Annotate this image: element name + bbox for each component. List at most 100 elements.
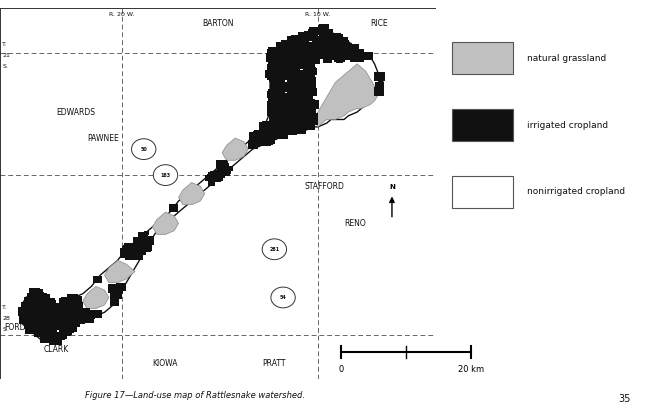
Bar	[291, 106, 300, 114]
Bar	[94, 276, 102, 283]
Bar	[26, 298, 34, 304]
Text: RENO: RENO	[344, 219, 366, 228]
Bar	[32, 297, 39, 302]
Bar	[281, 63, 291, 71]
Bar	[452, 109, 512, 141]
Bar	[25, 297, 31, 302]
Bar	[291, 58, 297, 63]
Bar	[140, 234, 147, 240]
Bar	[46, 298, 55, 307]
Bar	[267, 101, 276, 109]
Bar	[50, 303, 58, 310]
Bar	[140, 246, 147, 252]
Bar	[304, 31, 313, 39]
Bar	[133, 252, 143, 260]
Bar	[266, 53, 277, 62]
Bar	[213, 176, 221, 182]
Bar	[300, 87, 306, 91]
Bar	[68, 324, 77, 332]
Text: 28: 28	[2, 316, 10, 321]
Bar	[27, 324, 35, 330]
Bar	[272, 121, 278, 125]
Text: irrigated cropland: irrigated cropland	[526, 121, 608, 129]
Bar	[289, 101, 294, 106]
Bar	[302, 113, 311, 122]
Bar	[269, 70, 280, 79]
Bar	[355, 55, 364, 63]
Bar	[280, 117, 289, 125]
Bar	[250, 134, 260, 143]
Bar	[297, 80, 307, 89]
Bar	[338, 42, 346, 48]
Bar	[296, 91, 302, 96]
Bar	[328, 39, 337, 46]
Bar	[70, 303, 76, 309]
Bar	[281, 82, 290, 89]
Bar	[40, 300, 47, 306]
Bar	[114, 292, 122, 300]
Bar	[292, 100, 300, 106]
Bar	[268, 133, 278, 140]
Bar	[286, 118, 291, 122]
Bar	[340, 52, 346, 58]
Bar	[272, 83, 280, 89]
Bar	[331, 33, 341, 42]
Bar	[18, 307, 29, 316]
Bar	[268, 53, 278, 61]
Bar	[302, 97, 312, 105]
Bar	[40, 297, 49, 304]
Bar	[70, 314, 80, 323]
Bar	[337, 42, 343, 47]
Bar	[308, 82, 316, 89]
Bar	[110, 298, 117, 304]
Bar	[310, 57, 316, 62]
Bar	[268, 53, 274, 58]
Bar	[344, 50, 354, 58]
Bar	[274, 97, 282, 104]
Bar	[134, 240, 143, 248]
Bar	[112, 284, 120, 290]
Bar	[341, 48, 352, 58]
Bar	[285, 98, 294, 106]
Bar	[297, 105, 304, 111]
Bar	[273, 126, 279, 131]
Bar	[304, 53, 313, 61]
Bar	[344, 42, 352, 49]
Bar	[300, 106, 307, 113]
Bar	[272, 55, 279, 61]
Polygon shape	[152, 212, 179, 234]
Bar	[297, 52, 305, 59]
Bar	[21, 302, 31, 311]
Bar	[41, 306, 50, 313]
Bar	[60, 310, 68, 317]
Bar	[353, 49, 363, 58]
Bar	[303, 114, 312, 121]
Bar	[36, 312, 46, 321]
Bar	[299, 49, 308, 56]
Bar	[274, 76, 281, 82]
Bar	[29, 298, 40, 307]
Bar	[331, 52, 340, 60]
Bar	[283, 124, 293, 132]
Bar	[39, 314, 45, 319]
Bar	[38, 292, 44, 297]
Bar	[68, 302, 75, 308]
Bar	[24, 297, 33, 304]
Bar	[43, 315, 53, 323]
Bar	[296, 91, 302, 97]
Bar	[39, 304, 47, 311]
Bar	[298, 87, 304, 91]
Bar	[40, 294, 46, 299]
Bar	[298, 50, 307, 57]
Bar	[286, 56, 294, 63]
Bar	[333, 57, 340, 62]
Bar	[29, 328, 37, 334]
Bar	[276, 72, 283, 77]
Text: BARTON: BARTON	[202, 19, 233, 28]
Bar	[300, 122, 310, 130]
Bar	[58, 319, 66, 325]
Bar	[335, 51, 343, 58]
Bar	[298, 39, 304, 44]
Bar	[324, 33, 334, 42]
Bar	[29, 295, 37, 302]
